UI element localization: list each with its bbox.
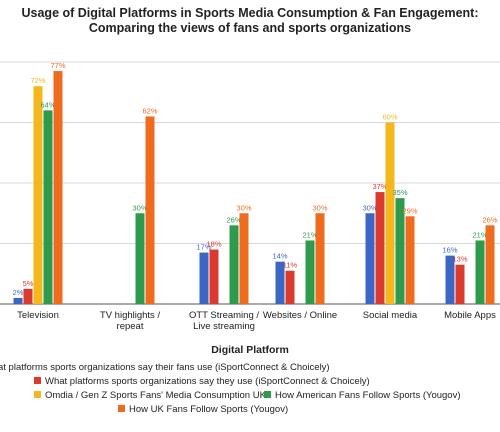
bar-5-3 — [475, 240, 485, 304]
data-label: 30% — [236, 203, 251, 212]
bar-1-4 — [145, 116, 155, 304]
chart-subtitle: Comparing the views of fans and sports o… — [88, 21, 412, 35]
legend-item: How American Fans Follow Sports (Yougov) — [264, 390, 461, 402]
bar-0-4 — [53, 71, 63, 304]
category-label: Live streaming — [193, 321, 255, 332]
bar-5-0 — [445, 255, 455, 304]
category-label: TV highlights / — [100, 310, 161, 321]
category-label: Social media — [363, 310, 418, 321]
bar-3-4 — [315, 213, 325, 304]
bar-3-3 — [305, 240, 315, 304]
data-label: 30% — [362, 203, 377, 212]
bar-5-1 — [455, 264, 465, 304]
data-label: 13% — [452, 255, 467, 264]
bar-5-4 — [485, 225, 495, 304]
data-label: 37% — [372, 182, 387, 191]
category-label: Websites / Online — [263, 310, 337, 321]
bar-2-0 — [199, 252, 209, 304]
data-label: 35% — [392, 188, 407, 197]
chart-title: Usage of Digital Platforms in Sports Med… — [0, 6, 500, 36]
legend-item: at platforms sports organizations say th… — [0, 362, 330, 374]
bar-3-1 — [285, 270, 295, 304]
data-label: 21% — [302, 230, 317, 239]
data-label: 18% — [206, 240, 221, 249]
category-label: repeat — [117, 321, 144, 332]
bar-3-0 — [275, 261, 285, 304]
legend-item: Omdia / Gen Z Sports Fans' Media Consump… — [34, 390, 266, 402]
data-label: 17% — [196, 243, 211, 252]
data-label: 2% — [13, 288, 24, 297]
legend-label: Omdia / Gen Z Sports Fans' Media Consump… — [45, 390, 266, 401]
data-label: 26% — [482, 215, 497, 224]
data-label: 5% — [23, 279, 34, 288]
legend-label: What platforms sports organizations say … — [45, 376, 370, 387]
legend-label: How American Fans Follow Sports (Yougov) — [275, 390, 461, 401]
bar-0-3 — [43, 110, 53, 305]
legend-item: What platforms sports organizations say … — [34, 376, 370, 388]
bar-0-1 — [23, 288, 33, 304]
bar-0-0 — [13, 297, 23, 304]
data-label: 30% — [312, 203, 327, 212]
data-label: 26% — [226, 215, 241, 224]
bar-4-2 — [385, 122, 395, 304]
bar-2-1 — [209, 249, 219, 304]
bar-4-4 — [405, 216, 415, 304]
data-label: 30% — [132, 203, 147, 212]
data-label: 77% — [50, 61, 65, 70]
data-label: 11% — [283, 261, 298, 270]
data-label: 29% — [402, 206, 417, 215]
bar-1-3 — [135, 213, 145, 304]
bar-chart: 2%5% 72% 64% 77% Television 30% 62% TV highligh… — [0, 61, 500, 332]
data-label: 60% — [382, 113, 397, 122]
legend-label: How UK Fans Follow Sports (Yougov) — [129, 404, 289, 415]
data-label: 62% — [142, 106, 157, 115]
category-label: Television — [17, 310, 59, 321]
x-axis-label: Digital Platform — [211, 344, 289, 356]
category-label: OTT Streaming / — [189, 310, 259, 321]
data-label: 16% — [442, 246, 457, 255]
bar-0-2 — [33, 86, 43, 304]
chart-title-line1: Usage of Digital Platforms in Sports Med… — [21, 6, 479, 20]
legend-label: at platforms sports organizations say th… — [0, 362, 330, 373]
data-label: 64% — [40, 100, 55, 109]
legend-swatch — [34, 391, 41, 398]
legend-swatch — [34, 377, 41, 384]
bar-2-3 — [229, 225, 239, 304]
data-label: 72% — [30, 76, 45, 85]
legend-swatch — [118, 405, 125, 412]
bar-4-3 — [395, 198, 405, 304]
data-label: 21% — [472, 230, 487, 239]
bar-4-0 — [365, 213, 375, 304]
legend-swatch — [264, 391, 271, 398]
bar-2-4 — [239, 213, 249, 304]
category-label: Mobile Apps — [444, 310, 496, 321]
bar-4-1 — [375, 192, 385, 304]
legend-item: How UK Fans Follow Sports (Yougov) — [118, 404, 288, 416]
data-label: 14% — [272, 252, 287, 261]
